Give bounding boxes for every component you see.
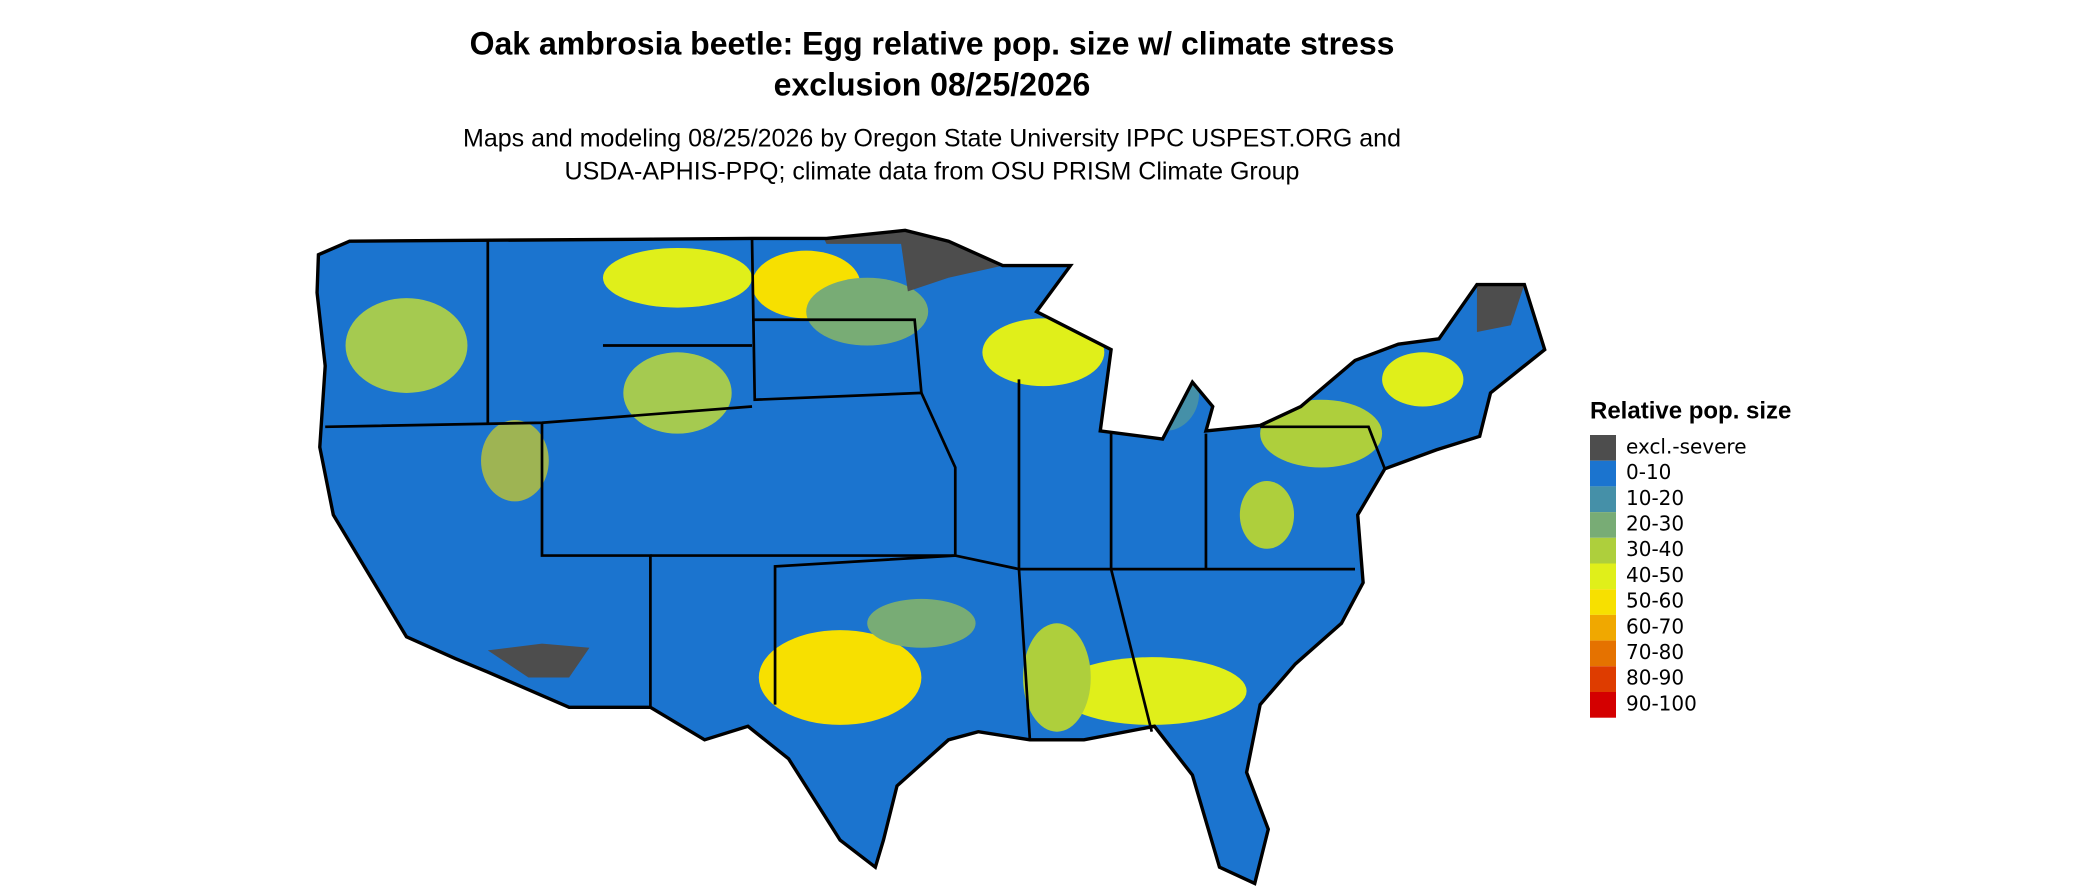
patch xyxy=(623,352,732,434)
patch xyxy=(1260,399,1383,468)
legend-swatch xyxy=(1590,640,1616,667)
border xyxy=(325,405,753,429)
legend-label: excl.-severe xyxy=(1626,434,1747,458)
legend-swatch xyxy=(1590,666,1616,692)
border xyxy=(752,318,923,394)
title-line: exclusion 08/25/2026 xyxy=(774,66,1091,102)
legend: excl.-severe0-1010-2020-3030-4040-5050-6… xyxy=(1590,434,1747,718)
subtitle-line: USDA-APHIS-PPQ; climate data from OSU PR… xyxy=(565,158,1300,186)
subtitle-line: Maps and modeling 08/25/2026 by Oregon S… xyxy=(463,125,1401,153)
legend-swatch xyxy=(1590,435,1616,461)
suitability-patches xyxy=(345,230,1525,732)
legend-title: Relative pop. size xyxy=(1590,397,1791,424)
patch xyxy=(806,277,929,346)
legend-label: 40-50 xyxy=(1626,563,1684,587)
border xyxy=(1109,433,1154,733)
patch xyxy=(1131,355,1200,431)
legend-label: 20-30 xyxy=(1626,511,1684,535)
legend-label: 70-80 xyxy=(1626,640,1684,664)
legend-swatch xyxy=(1590,589,1616,615)
patch xyxy=(481,420,549,502)
state-borders xyxy=(325,238,1387,739)
patch xyxy=(758,630,922,725)
excluded-area xyxy=(487,643,590,678)
patch xyxy=(1023,623,1091,732)
legend-swatch xyxy=(1590,460,1616,487)
legend-label: 30-40 xyxy=(1626,537,1684,561)
patch xyxy=(602,247,753,308)
patch xyxy=(1056,657,1247,725)
legend-swatch xyxy=(1590,486,1616,513)
legend-swatch xyxy=(1590,537,1616,564)
border xyxy=(1260,425,1387,470)
legend-label: 60-70 xyxy=(1626,614,1684,638)
border xyxy=(1017,379,1032,739)
legend-label: 50-60 xyxy=(1626,589,1684,613)
patch xyxy=(345,298,468,393)
patch xyxy=(867,598,976,648)
border xyxy=(650,554,1356,571)
legend-label: 80-90 xyxy=(1626,666,1684,690)
legend-label: 10-20 xyxy=(1626,486,1684,510)
legend-label: 0-10 xyxy=(1626,460,1671,484)
legend-swatch xyxy=(1590,614,1616,641)
patch xyxy=(982,318,1105,387)
legend-swatch xyxy=(1590,512,1616,538)
border xyxy=(750,238,957,705)
patch xyxy=(1239,481,1295,549)
legend-swatch xyxy=(1590,563,1616,590)
border xyxy=(540,422,652,708)
legend-label: 90-100 xyxy=(1626,691,1697,715)
legend-swatch xyxy=(1590,692,1616,718)
map xyxy=(315,228,1547,886)
patch xyxy=(1382,352,1464,407)
title-line: Oak ambrosia beetle: Egg relative pop. s… xyxy=(470,25,1395,61)
